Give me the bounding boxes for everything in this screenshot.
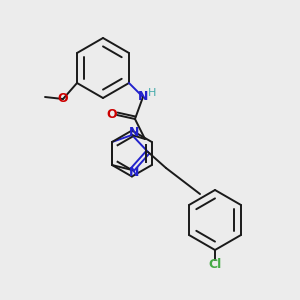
Text: N: N [129,167,139,179]
Text: O: O [58,92,68,106]
Text: N: N [129,125,139,139]
Text: H: H [148,88,156,98]
Text: N: N [138,91,148,103]
Text: O: O [107,109,117,122]
Text: Cl: Cl [208,257,222,271]
